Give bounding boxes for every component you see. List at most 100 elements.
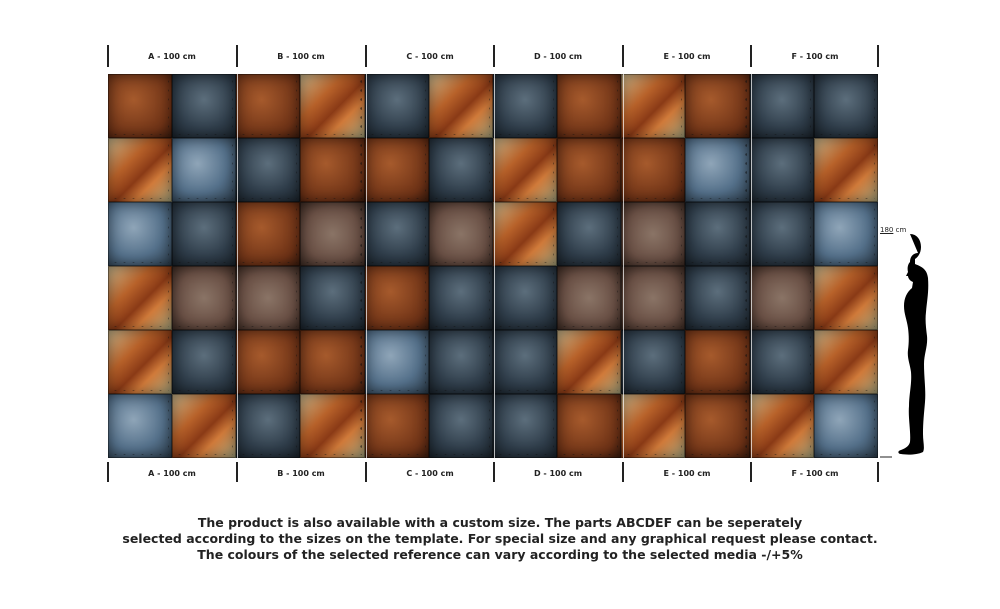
panel-seam	[494, 74, 495, 458]
panel-divider-tick	[493, 45, 495, 67]
wallpaper-tile	[300, 202, 365, 266]
wallpaper-tile	[749, 138, 814, 202]
wallpaper-tile	[108, 202, 173, 266]
wallpaper-tile	[364, 330, 429, 394]
wallpaper-tile	[428, 394, 493, 458]
wallpaper-tile	[685, 330, 750, 394]
wallpaper-tile	[685, 74, 750, 138]
wallpaper-tile	[749, 394, 814, 458]
wallpaper-tile	[236, 266, 301, 330]
panel-label: C - 100 cm	[406, 52, 454, 61]
wallpaper-tile	[108, 266, 173, 330]
wallpaper-tile	[364, 138, 429, 202]
wallpaper-tile	[428, 74, 493, 138]
panel-divider-tick	[750, 462, 752, 482]
note-line-2: selected according to the sizes on the t…	[122, 531, 878, 546]
wallpaper-tile	[492, 138, 558, 202]
wallpaper-tile	[621, 394, 686, 458]
wallpaper-tile	[236, 394, 301, 458]
panel-label: A - 100 cm	[148, 52, 196, 61]
panel-divider-tick	[493, 462, 495, 482]
wallpaper-tile	[492, 266, 558, 330]
panel-seam	[366, 74, 367, 458]
wallpaper-tile	[300, 330, 365, 394]
wallpaper-tile	[813, 74, 878, 138]
wallpaper-tile	[557, 330, 622, 394]
panel-divider-tick	[365, 462, 367, 482]
human-silhouette-icon	[880, 234, 929, 458]
wallpaper-tile	[621, 266, 686, 330]
wallpaper-tile	[621, 330, 686, 394]
panel-divider-tick	[877, 462, 879, 482]
panel-divider-tick	[622, 45, 624, 67]
wallpaper-tile	[300, 138, 365, 202]
wallpaper-tile	[300, 74, 365, 138]
wallpaper-tile	[557, 266, 622, 330]
height-label: 180 cm	[880, 226, 906, 234]
wallpaper-tile	[364, 74, 429, 138]
panel-label: B - 100 cm	[277, 469, 325, 478]
wallpaper-tile	[364, 202, 429, 266]
wallpaper-tile	[749, 202, 814, 266]
wallpaper-tile	[172, 330, 237, 394]
wallpaper-tile	[172, 394, 237, 458]
note-line-1: The product is also available with a cus…	[197, 515, 803, 530]
wallpaper-tile	[621, 74, 686, 138]
panel-label: A - 100 cm	[148, 469, 196, 478]
panel-divider-tick	[236, 462, 238, 482]
wallpaper-tile	[172, 266, 237, 330]
wallpaper-tile	[300, 394, 365, 458]
panel-divider-tick	[236, 45, 238, 67]
wallpaper-tile	[557, 394, 622, 458]
panel-seam	[623, 74, 624, 458]
panel-label: E - 100 cm	[663, 469, 711, 478]
wallpaper-tile	[813, 138, 878, 202]
wallpaper-tile	[172, 202, 237, 266]
wallpaper-tile	[172, 74, 237, 138]
wallpaper-tile	[685, 394, 750, 458]
panel-divider-tick	[877, 45, 879, 67]
wallpaper-tile	[685, 266, 750, 330]
note-line-3: The colours of the selected reference ca…	[197, 547, 803, 562]
wallpaper-tile	[749, 330, 814, 394]
wallpaper-tile	[364, 394, 429, 458]
wallpaper-tile	[236, 74, 301, 138]
wallpaper-tile	[557, 74, 622, 138]
product-note: The product is also available with a cus…	[0, 515, 1000, 563]
panel-seam	[751, 74, 752, 458]
wallpaper-tile	[813, 394, 878, 458]
wallpaper-tile	[108, 74, 173, 138]
wallpaper-tile	[428, 330, 493, 394]
wallpaper-tile	[492, 202, 558, 266]
wallpaper-tile	[236, 330, 301, 394]
panel-label: D - 100 cm	[533, 52, 583, 61]
wallpaper-tile	[236, 202, 301, 266]
panel-label: C - 100 cm	[406, 469, 454, 478]
wallpaper-tile	[300, 266, 365, 330]
height-value: 180	[880, 226, 894, 234]
panel-divider-tick	[750, 45, 752, 67]
wallpaper-tile	[108, 330, 173, 394]
panel-divider-tick	[107, 45, 109, 67]
wallpaper-tile	[813, 330, 878, 394]
wallpaper-tile	[557, 138, 622, 202]
panel-label: D - 100 cm	[533, 469, 583, 478]
wallpaper-tile	[557, 202, 622, 266]
panel-label: F - 100 cm	[791, 469, 839, 478]
panel-divider-tick	[622, 462, 624, 482]
wallpaper-tile	[364, 266, 429, 330]
wallpaper-tile	[749, 266, 814, 330]
wallpaper-tile	[685, 138, 750, 202]
wallpaper-tile	[172, 138, 237, 202]
panel-label: B - 100 cm	[277, 52, 325, 61]
wallpaper-preview	[108, 74, 878, 458]
panel-label: F - 100 cm	[791, 52, 839, 61]
wallpaper-tile	[813, 266, 878, 330]
wallpaper-tile	[492, 394, 558, 458]
panel-divider-tick	[107, 462, 109, 482]
wallpaper-tile	[621, 138, 686, 202]
wallpaper-tile	[108, 394, 173, 458]
wallpaper-tile	[749, 74, 814, 138]
wallpaper-tile	[621, 202, 686, 266]
wallpaper-tile	[108, 138, 173, 202]
